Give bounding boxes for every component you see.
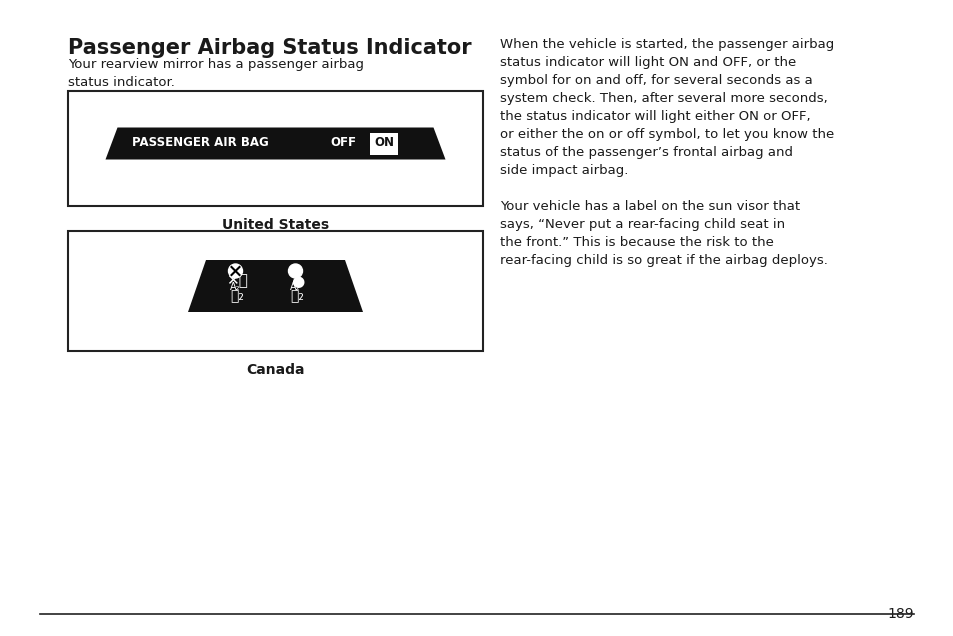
Bar (68, 231, 482, 351)
Bar (68, 91, 482, 206)
Text: PASSENGER AIR BAG: PASSENGER AIR BAG (132, 136, 269, 149)
Text: When the vehicle is started, the passenger airbag
status indicator will light ON: When the vehicle is started, the passeng… (499, 38, 833, 267)
Text: A₂: A₂ (290, 282, 300, 292)
Text: ✕⧗: ✕⧗ (226, 273, 248, 289)
Text: ●: ● (291, 273, 304, 289)
Polygon shape (106, 127, 445, 160)
Circle shape (288, 264, 302, 278)
Text: 🚶₂: 🚶₂ (231, 289, 244, 303)
Text: A₂: A₂ (230, 282, 240, 292)
Text: 189: 189 (886, 607, 913, 621)
Text: Your rearview mirror has a passenger airbag
status indicator.: Your rearview mirror has a passenger air… (68, 58, 364, 89)
Text: OFF: OFF (330, 136, 356, 149)
Polygon shape (188, 260, 363, 312)
Text: 🚶₂: 🚶₂ (291, 289, 304, 303)
Text: Passenger Airbag Status Indicator: Passenger Airbag Status Indicator (68, 38, 471, 58)
Text: ON: ON (375, 136, 395, 149)
Text: United States: United States (222, 218, 329, 232)
Bar (370, 132, 398, 155)
Circle shape (229, 264, 242, 278)
Text: Canada: Canada (246, 363, 304, 377)
